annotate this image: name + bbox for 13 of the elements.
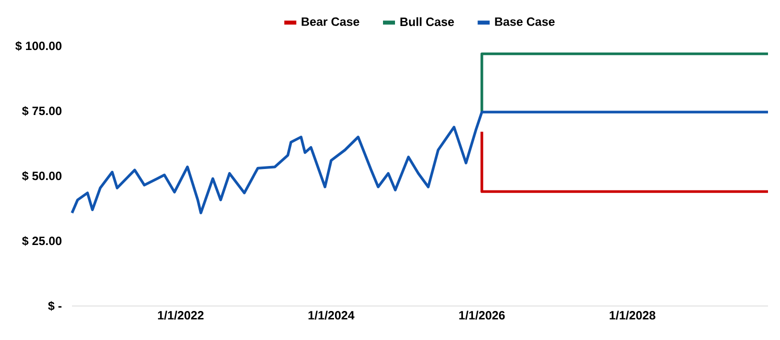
legend-label: Bull Case bbox=[400, 17, 454, 26]
x-tick-label: 1/1/2028 bbox=[610, 310, 656, 320]
line-series bbox=[70, 110, 770, 214]
y-tick-label: $ 75.00 bbox=[22, 106, 62, 116]
x-tick-label: 1/1/2024 bbox=[308, 310, 354, 320]
x-tick-label: 1/1/2026 bbox=[459, 310, 505, 320]
y-tick-label: $ 50.00 bbox=[22, 171, 62, 181]
x-tick-label: 1/1/2022 bbox=[158, 310, 204, 320]
y-tick-label: $ 100.00 bbox=[15, 41, 62, 51]
y-tick-label: $ - bbox=[48, 301, 62, 311]
y-tick-label: $ 25.00 bbox=[22, 236, 62, 246]
legend-label: Base Case bbox=[495, 17, 555, 26]
legend-label: Bear Case bbox=[302, 17, 360, 26]
